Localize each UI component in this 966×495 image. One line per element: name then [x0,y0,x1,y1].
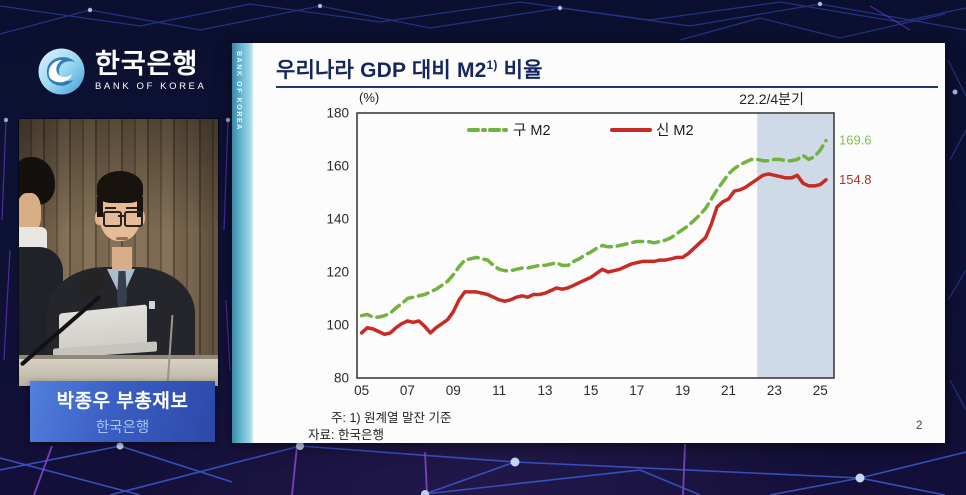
svg-text:120: 120 [326,265,349,280]
svg-text:80: 80 [334,371,349,386]
bok-logo-icon [38,48,85,94]
bok-logo-english: BANK OF KOREA [95,81,207,92]
svg-text:19: 19 [675,383,690,398]
speaker-name: 박종우 부총재보 [56,391,189,412]
speaker-caption: 박종우 부총재보 한국은행 [30,381,215,442]
svg-text:신 M2: 신 M2 [656,122,694,139]
svg-text:169.6: 169.6 [839,133,872,148]
svg-text:05: 05 [354,383,369,398]
svg-text:13: 13 [538,383,553,398]
svg-text:21: 21 [721,383,736,398]
speaker-affiliation: 한국은행 [95,420,150,436]
svg-text:09: 09 [446,383,461,398]
bok-logo: 한국은행 BANK OF KOREA [38,45,218,97]
title-underline [276,86,938,88]
svg-text:100: 100 [326,318,349,333]
svg-text:22.2/4분기: 22.2/4분기 [739,91,804,107]
svg-text:23: 23 [767,383,782,398]
glasses-icon [103,211,122,227]
slide-notes: 주: 1) 원계열 말잔 기준 자료: 한국은행 [308,410,451,444]
slide-strip-text: BANK OF KOREA [235,51,242,131]
speaker-video [19,119,218,386]
svg-text:07: 07 [400,383,415,398]
svg-text:25: 25 [813,383,828,398]
source-text: 자료: 한국은행 [308,428,384,442]
svg-text:140: 140 [326,212,349,227]
svg-text:154.8: 154.8 [839,172,872,187]
svg-text:(%): (%) [359,90,379,105]
svg-text:180: 180 [326,106,349,121]
note-text: 주: 1) 원계열 말잔 기준 [331,411,452,425]
svg-text:구 M2: 구 M2 [513,123,551,139]
svg-text:160: 160 [326,159,349,174]
page-number: 2 [916,420,923,432]
svg-text:11: 11 [492,383,506,398]
svg-text:17: 17 [629,383,644,398]
slide-title: 우리나라 GDP 대비 M21) 비율 [276,58,543,82]
m2-gdp-ratio-chart: 22.2/4분기 (%) 80 100 120 140 160 180 05 07 09 11 13 15… [326,90,872,398]
svg-text:15: 15 [583,383,598,398]
bok-logo-korean: 한국은행 [95,49,199,79]
presentation-slide: BANK OF KOREA 우리나라 GDP 대비 M21) 비율 22.2/4… [232,43,945,443]
slide-side-strip: BANK OF KOREA [232,43,253,443]
